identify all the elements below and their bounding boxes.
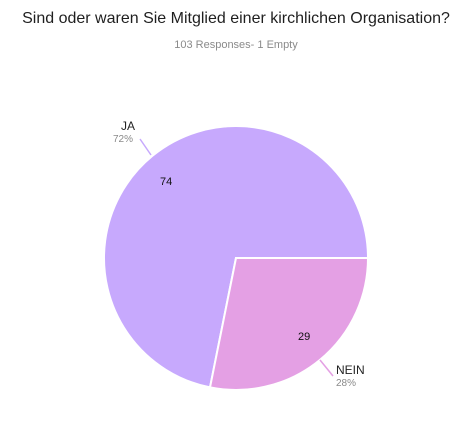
slice-value-nein: 29 bbox=[298, 331, 310, 343]
slice-label-nein: NEIN bbox=[336, 363, 365, 377]
leader-line-nein bbox=[319, 359, 334, 377]
slice-nein bbox=[208, 257, 370, 391]
chart-title: Sind oder waren Sie Mitglied einer kirch… bbox=[22, 10, 450, 27]
slice-ja bbox=[103, 125, 370, 389]
slice-percent-nein: 28% bbox=[336, 378, 356, 389]
slice-label-ja: JA bbox=[121, 119, 135, 133]
response-count: 103 Responses- 1 Empty bbox=[174, 39, 298, 51]
slice-percent-ja: 72% bbox=[113, 134, 133, 145]
leader-line-ja bbox=[139, 138, 152, 156]
slice-value-ja: 74 bbox=[160, 176, 172, 188]
